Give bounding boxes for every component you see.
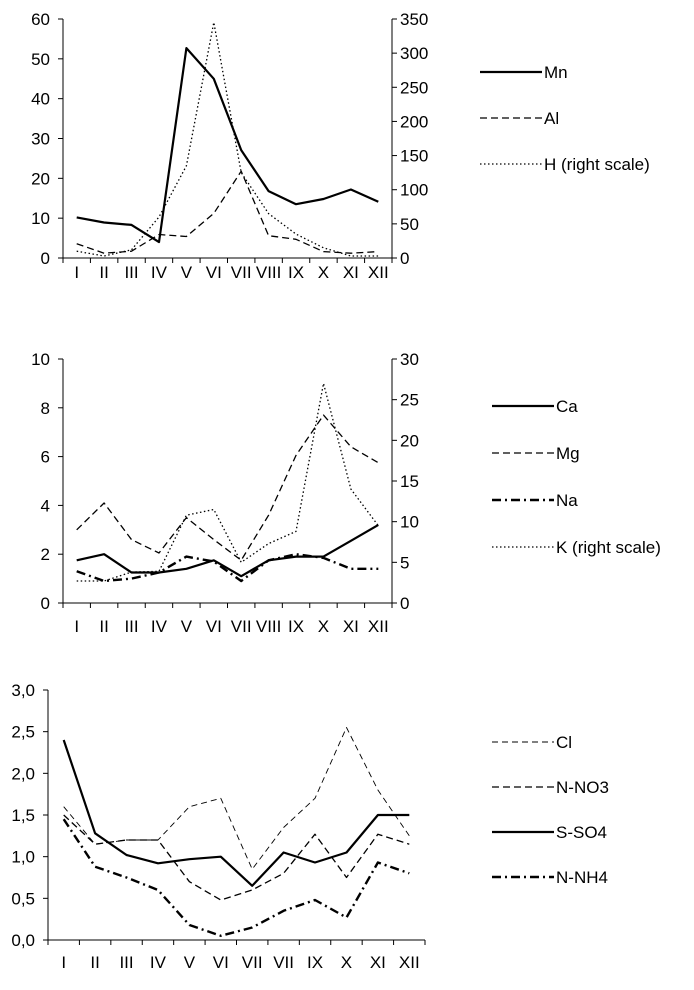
x-axis-tick-label: X <box>318 263 329 282</box>
x-axis-tick-label: VII <box>242 953 263 972</box>
x-axis-tick-label: IX <box>288 617 304 636</box>
x-axis-tick-label: II <box>90 953 99 972</box>
right-axis-tick-label: 25 <box>400 391 419 410</box>
legend-label: Al <box>544 109 559 128</box>
legend-label: Ca <box>556 397 578 416</box>
right-axis-tick-label: 50 <box>400 215 419 234</box>
x-axis-tick-label: III <box>124 263 138 282</box>
x-axis-tick-label: VII <box>273 953 294 972</box>
x-axis-tick-label: III <box>119 953 133 972</box>
x-axis-tick-label: XI <box>370 953 386 972</box>
right-axis-tick-label: 250 <box>400 78 428 97</box>
right-axis-tick-label: 350 <box>400 10 428 29</box>
legend-label: Cl <box>556 733 572 752</box>
left-axis-tick-label: 50 <box>31 50 50 69</box>
right-axis-tick-label: 0 <box>400 594 409 613</box>
x-axis-tick-label: I <box>74 617 79 636</box>
legend-label: N-NH4 <box>556 868 608 887</box>
x-axis-tick-label: IX <box>288 263 304 282</box>
right-axis-tick-label: 30 <box>400 350 419 369</box>
left-axis-tick-label: 8 <box>41 399 50 418</box>
series-line-s-so4 <box>62 739 410 887</box>
legend-label: N-NO3 <box>556 778 609 797</box>
x-axis-tick-label: VI <box>213 953 229 972</box>
x-axis-tick-label: II <box>99 263 108 282</box>
x-axis-tick-label: X <box>318 617 329 636</box>
legend-label: Mg <box>556 444 580 463</box>
x-axis-tick-label: VII <box>231 617 252 636</box>
x-axis-tick-label: V <box>181 263 193 282</box>
series-line-n-nh4 <box>62 818 410 937</box>
legend-label: Mn <box>544 63 568 82</box>
right-axis-tick-label: 200 <box>400 112 428 131</box>
right-axis-tick-label: 5 <box>400 553 409 572</box>
right-axis-tick-label: 150 <box>400 147 428 166</box>
x-axis-tick-label: V <box>184 953 196 972</box>
left-axis-tick-label: 0,5 <box>11 889 35 908</box>
left-axis-tick-label: 10 <box>31 209 50 228</box>
x-axis-tick-label: IX <box>307 953 323 972</box>
x-axis-tick-label: VI <box>206 617 222 636</box>
series-line-mn <box>76 46 379 244</box>
legend-label: Na <box>556 491 578 510</box>
x-axis-tick-label: I <box>74 263 79 282</box>
series-line-ca <box>76 523 379 578</box>
left-axis-tick-label: 20 <box>31 169 50 188</box>
right-axis-tick-label: 0 <box>400 249 409 268</box>
x-axis-tick-label: IV <box>150 953 167 972</box>
left-axis-tick-label: 1,5 <box>11 806 35 825</box>
x-axis-tick-label: X <box>341 953 352 972</box>
right-axis-tick-label: 20 <box>400 431 419 450</box>
legend-label: K (right scale) <box>556 538 661 557</box>
left-axis-tick-label: 6 <box>41 448 50 467</box>
left-axis-tick-label: 2,5 <box>11 723 35 742</box>
x-axis-tick-label: XII <box>368 263 389 282</box>
x-axis-tick-label: VII <box>231 263 252 282</box>
left-axis-tick-label: 60 <box>31 10 50 29</box>
left-axis-tick-label: 4 <box>41 496 50 515</box>
x-axis-tick-label: IV <box>151 617 168 636</box>
left-axis-tick-label: 0 <box>41 594 50 613</box>
left-axis-tick-label: 0,0 <box>11 931 35 950</box>
left-axis-tick-label: 3,0 <box>11 681 35 700</box>
x-axis-tick-label: II <box>99 617 108 636</box>
right-axis-tick-label: 100 <box>400 181 428 200</box>
chart-3: 0,00,51,01,52,02,53,0I II III IV V VI VII VII IX… <box>11 681 609 972</box>
right-axis-tick-label: 10 <box>400 513 419 532</box>
x-axis-tick-label: XI <box>343 263 359 282</box>
left-axis-tick-label: 10 <box>31 350 50 369</box>
x-axis-tick-label: VIII <box>256 263 282 282</box>
x-axis-tick-label: V <box>181 617 193 636</box>
right-axis-tick-label: 15 <box>400 472 419 491</box>
right-axis-tick-label: 300 <box>400 44 428 63</box>
x-axis-tick-label: XI <box>343 617 359 636</box>
series-line-n-no3 <box>63 814 410 901</box>
series-line-al <box>76 170 379 254</box>
left-axis-tick-label: 1,0 <box>11 848 35 867</box>
left-axis-tick-label: 0 <box>41 249 50 268</box>
left-axis-tick-label: 2 <box>41 545 50 564</box>
x-axis-tick-label: XII <box>399 953 420 972</box>
x-axis-tick-label: IV <box>151 263 168 282</box>
left-axis-tick-label: 30 <box>31 130 50 149</box>
legend-label: H (right scale) <box>544 155 650 174</box>
x-axis-tick-label: XII <box>368 617 389 636</box>
left-axis-tick-label: 2,0 <box>11 764 35 783</box>
series-line-na <box>76 553 379 583</box>
x-axis-tick-label: VI <box>206 263 222 282</box>
series-line-mg <box>76 414 379 561</box>
legend-label: S-SO4 <box>556 823 607 842</box>
x-axis-tick-label: I <box>61 953 66 972</box>
series-line-h-right-scale- <box>76 21 379 257</box>
left-axis-tick-label: 40 <box>31 90 50 109</box>
x-axis-tick-label: III <box>124 617 138 636</box>
x-axis-tick-label: VIII <box>256 617 282 636</box>
